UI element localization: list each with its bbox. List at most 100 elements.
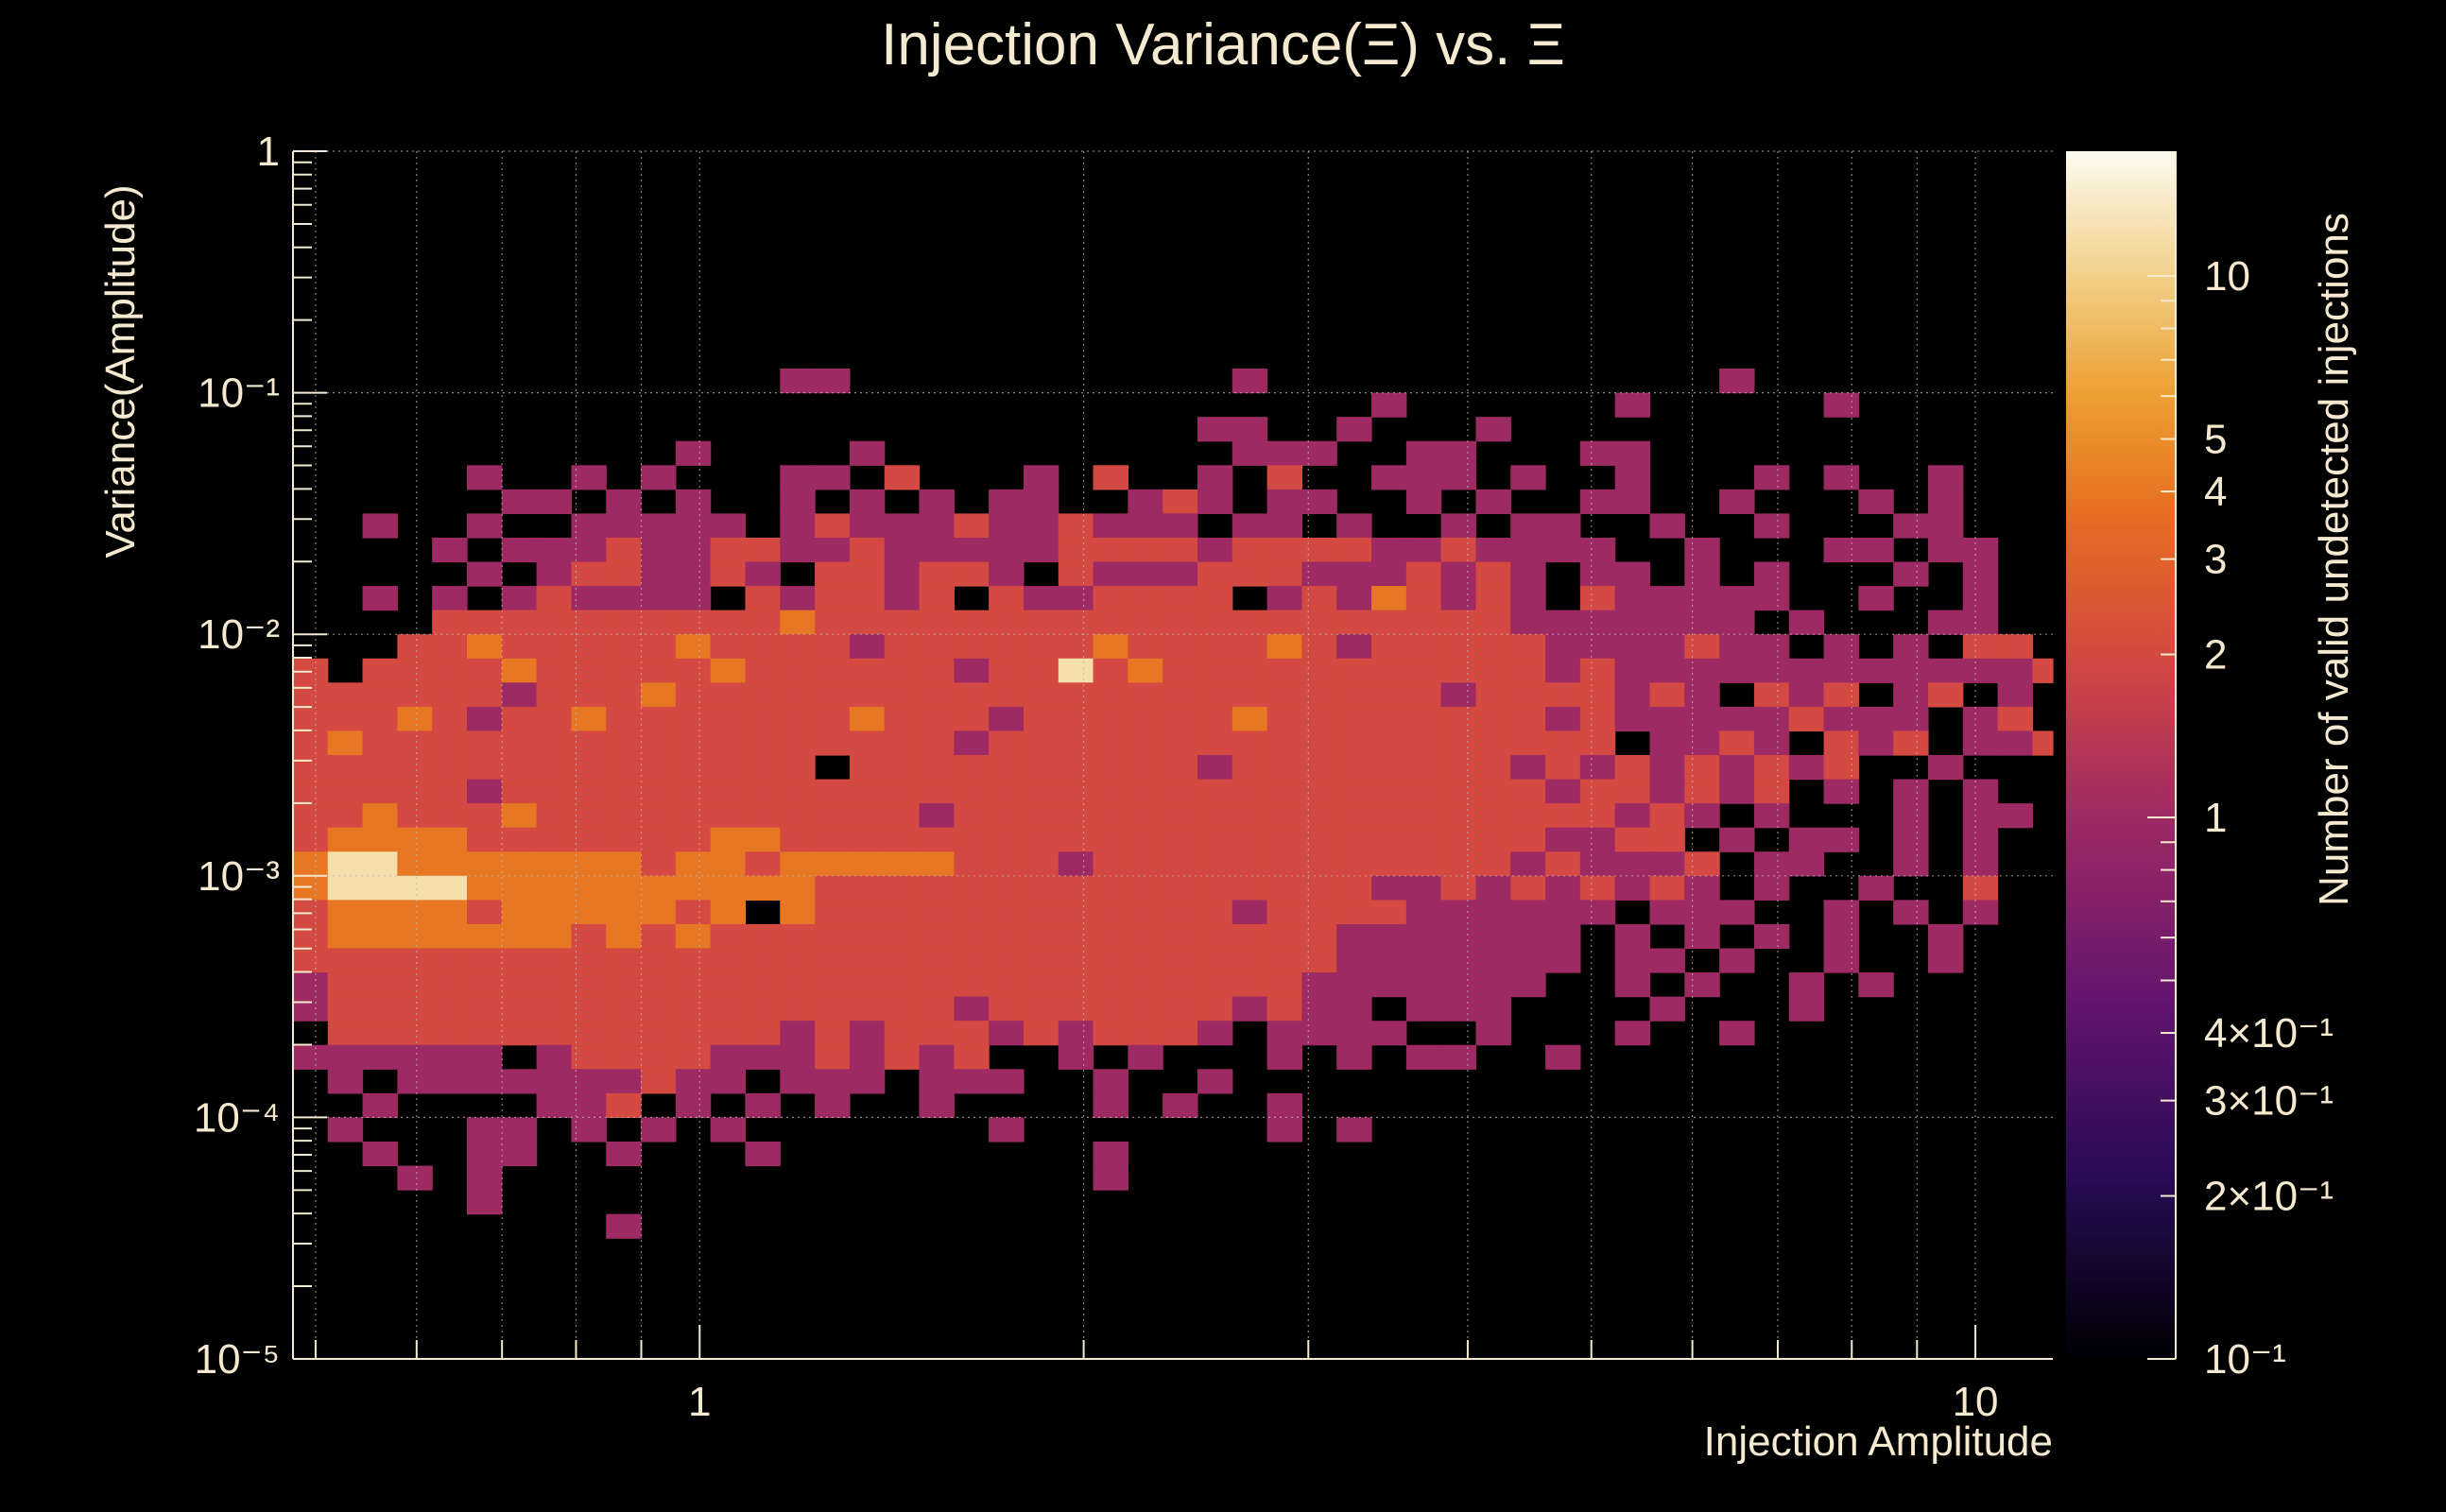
heatmap-cell (1232, 610, 1268, 635)
heatmap-cell (1058, 682, 1094, 708)
heatmap-cell (1197, 634, 1233, 660)
heatmap-cell (1301, 900, 1337, 925)
heatmap-cell (1614, 851, 1651, 877)
heatmap-cell (1266, 682, 1303, 708)
heatmap-cell (1266, 1021, 1303, 1046)
heatmap-cell (466, 948, 503, 973)
heatmap-cell (919, 489, 955, 514)
heatmap-cell (1093, 996, 1128, 1022)
heatmap-cell (1163, 513, 1198, 539)
heatmap-cell (1475, 827, 1511, 852)
heatmap-cell (1023, 923, 1059, 950)
heatmap-cell (1753, 851, 1790, 877)
heatmap-cell (1962, 827, 1999, 852)
heatmap-cell (1301, 440, 1337, 466)
heatmap-cell (1023, 779, 1059, 804)
heatmap-cell (466, 900, 503, 925)
heatmap-cell (293, 827, 329, 852)
heatmap-cell (1858, 537, 1894, 563)
heatmap-cell (780, 465, 816, 490)
heatmap-cell (1927, 465, 1964, 490)
heatmap-cell (571, 634, 607, 660)
heatmap-cell (536, 730, 573, 756)
heatmap-cell (1962, 537, 1999, 563)
heatmap-cell (954, 706, 990, 732)
heatmap-cell (1579, 755, 1616, 781)
heatmap-cell (1962, 561, 1999, 587)
heatmap-cell (1823, 537, 1859, 563)
heatmap-cell (501, 489, 538, 514)
heatmap-cell (780, 779, 816, 804)
heatmap-cell (1128, 972, 1163, 998)
heatmap-cell (641, 972, 677, 998)
heatmap-cell (1266, 923, 1303, 950)
heatmap-cell (327, 900, 364, 925)
heatmap-cell (571, 1021, 607, 1046)
heatmap-cell (710, 827, 747, 852)
heatmap-cell (1058, 706, 1094, 732)
heatmap-cell (432, 996, 468, 1022)
heatmap-cell (849, 513, 886, 539)
heatmap-cell (815, 465, 851, 490)
heatmap-cell (1301, 610, 1337, 635)
heatmap-cell (501, 827, 538, 852)
heatmap-cell (1510, 803, 1546, 829)
heatmap-cell (501, 1069, 538, 1094)
heatmap-cell (815, 730, 851, 756)
heatmap-cell (1197, 803, 1233, 829)
heatmap-cell (1997, 803, 2034, 829)
heatmap-cell (954, 851, 990, 877)
heatmap-cell (954, 803, 990, 829)
heatmap-cell (1336, 948, 1372, 973)
heatmap-cell (1579, 900, 1616, 925)
heatmap-cell (362, 730, 398, 756)
heatmap-cell (432, 827, 468, 852)
heatmap-cell (362, 827, 398, 852)
heatmap-cell (536, 706, 573, 732)
heatmap-cell (1893, 851, 1929, 877)
heatmap-cell (1788, 610, 1825, 635)
y-tick-label: 10⁻² (198, 611, 280, 658)
heatmap-cell (1858, 586, 1894, 611)
heatmap-cell (1197, 755, 1233, 781)
heatmap-cell (1058, 634, 1094, 660)
heatmap-cell (1336, 658, 1372, 683)
heatmap-cell (780, 1044, 816, 1070)
heatmap-cell (815, 537, 851, 563)
heatmap-cell (1440, 948, 1477, 973)
heatmap-cell (466, 706, 503, 732)
heatmap-cell (1128, 537, 1163, 563)
heatmap-cell (954, 779, 990, 804)
heatmap-cell (1649, 658, 1685, 683)
heatmap-cell (954, 923, 990, 950)
heatmap-cell (1545, 755, 1581, 781)
heatmap-cell (745, 730, 781, 756)
heatmap-cell (849, 875, 886, 901)
heatmap-cell (571, 658, 607, 683)
heatmap-cell (327, 923, 364, 950)
heatmap-cell (293, 706, 329, 732)
heatmap-cell (710, 923, 747, 950)
heatmap-cell (1962, 851, 1999, 877)
heatmap-cell (745, 923, 781, 950)
heatmap-cell (1232, 682, 1268, 708)
heatmap-cell (989, 827, 1025, 852)
heatmap-cell (1719, 1021, 1755, 1046)
heatmap-cell (606, 779, 642, 804)
heatmap-cell (466, 851, 503, 877)
heatmap-cell (1301, 634, 1337, 660)
heatmap-cell (675, 803, 712, 829)
heatmap-cell (397, 948, 433, 973)
heatmap-cell (571, 755, 607, 781)
heatmap-cell (745, 875, 781, 901)
heatmap-cell (1684, 586, 1720, 611)
heatmap-cell (1371, 1021, 1407, 1046)
heatmap-cell (1579, 634, 1616, 660)
heatmap-cell (675, 489, 712, 514)
heatmap-cell (1336, 996, 1372, 1022)
heatmap-cell (1475, 972, 1511, 998)
heatmap-cell (1788, 755, 1825, 781)
heatmap-cell (675, 658, 712, 683)
heatmap-cell (1301, 561, 1337, 587)
heatmap-cell (1405, 803, 1442, 829)
